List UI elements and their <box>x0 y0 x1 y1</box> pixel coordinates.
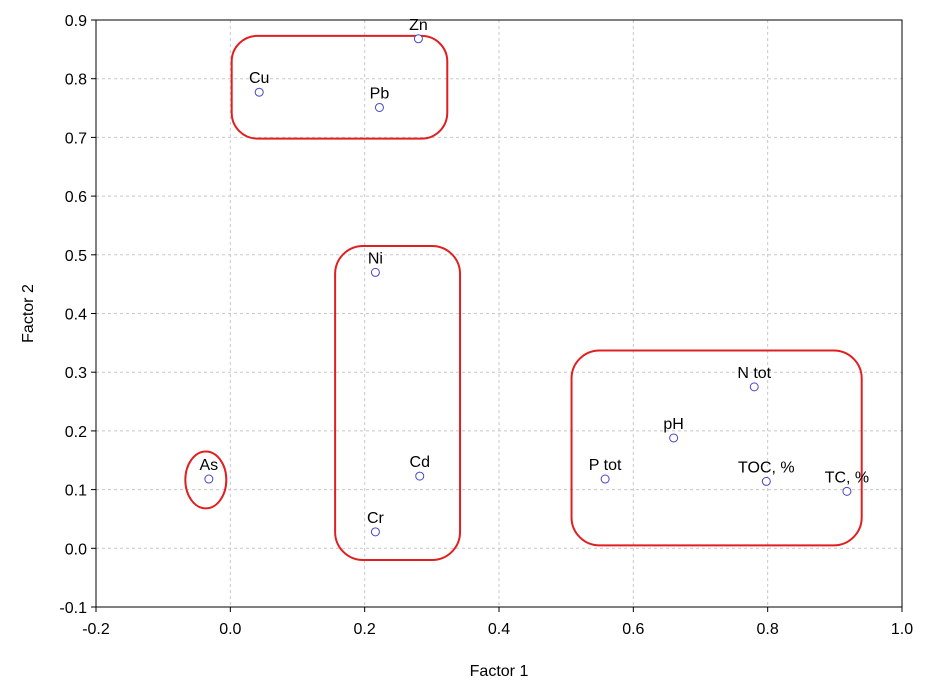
y-tick-label: 0.4 <box>65 307 87 324</box>
point-label-cd: Cd <box>410 454 430 471</box>
y-tick-label: 0.1 <box>65 483 87 500</box>
data-points: Zn Cu Pb Ni Cd Cr As P tot pH N tot TOC, % TC, % <box>200 17 869 537</box>
point-label-pb: Pb <box>370 85 390 102</box>
data-point-ph <box>669 433 679 443</box>
group-outline-ellipse <box>184 450 228 510</box>
x-tick-label: 0.0 <box>219 621 241 638</box>
data-point-ni <box>370 267 380 277</box>
group-outline-box <box>334 244 462 562</box>
x-axis-title: Factor 1 <box>470 663 529 680</box>
data-point-zn <box>413 34 423 44</box>
y-tick-label: 0.7 <box>65 130 87 147</box>
data-point-pb <box>374 102 384 112</box>
point-label-toc: TOC, % <box>738 459 795 476</box>
x-tick-label: 0.6 <box>622 621 644 638</box>
x-axis-ticks: -0.2 0.0 0.2 0.4 0.6 0.8 1.0 <box>82 607 913 638</box>
x-tick-label: 0.4 <box>488 621 510 638</box>
x-tick-label: 0.8 <box>757 621 779 638</box>
data-point-cr <box>370 527 380 537</box>
point-label-n-tot: N tot <box>737 365 771 382</box>
x-tick-label: 1.0 <box>891 621 913 638</box>
y-tick-label: 0.5 <box>65 248 87 265</box>
point-label-cu: Cu <box>249 70 269 87</box>
point-label-cr: Cr <box>367 510 385 527</box>
data-point-tc <box>842 486 852 496</box>
point-label-as: As <box>200 457 219 474</box>
point-label-ni: Ni <box>368 250 383 267</box>
y-tick-label: 0.6 <box>65 189 87 206</box>
y-axis-title: Factor 2 <box>20 284 37 343</box>
y-tick-label: 0.0 <box>65 541 87 558</box>
y-tick-label: 0.3 <box>65 365 87 382</box>
group-outline-box <box>570 349 863 547</box>
y-tick-label: 0.8 <box>65 72 87 89</box>
data-point-p-tot <box>600 474 610 484</box>
data-point-cu <box>254 87 264 97</box>
y-axis-ticks: -0.1 0.0 0.1 0.2 0.3 0.4 0.5 0.6 0.7 0.8 0.9 <box>59 13 96 617</box>
data-point-toc <box>761 476 771 486</box>
data-point-as <box>204 474 214 484</box>
point-label-zn: Zn <box>409 17 428 34</box>
data-point-n-tot <box>749 382 759 392</box>
point-label-p-tot: P tot <box>589 457 622 474</box>
group-outline-box <box>230 34 449 140</box>
y-tick-label: 0.9 <box>65 13 87 30</box>
grid <box>96 20 902 607</box>
x-tick-label: -0.2 <box>82 621 110 638</box>
point-label-ph: pH <box>663 416 683 433</box>
y-tick-label: 0.2 <box>65 424 87 441</box>
x-tick-label: 0.2 <box>354 621 376 638</box>
point-label-tc: TC, % <box>825 469 869 486</box>
y-tick-label: -0.1 <box>59 600 87 617</box>
group-outlines <box>184 34 863 562</box>
data-point-cd <box>415 471 425 481</box>
